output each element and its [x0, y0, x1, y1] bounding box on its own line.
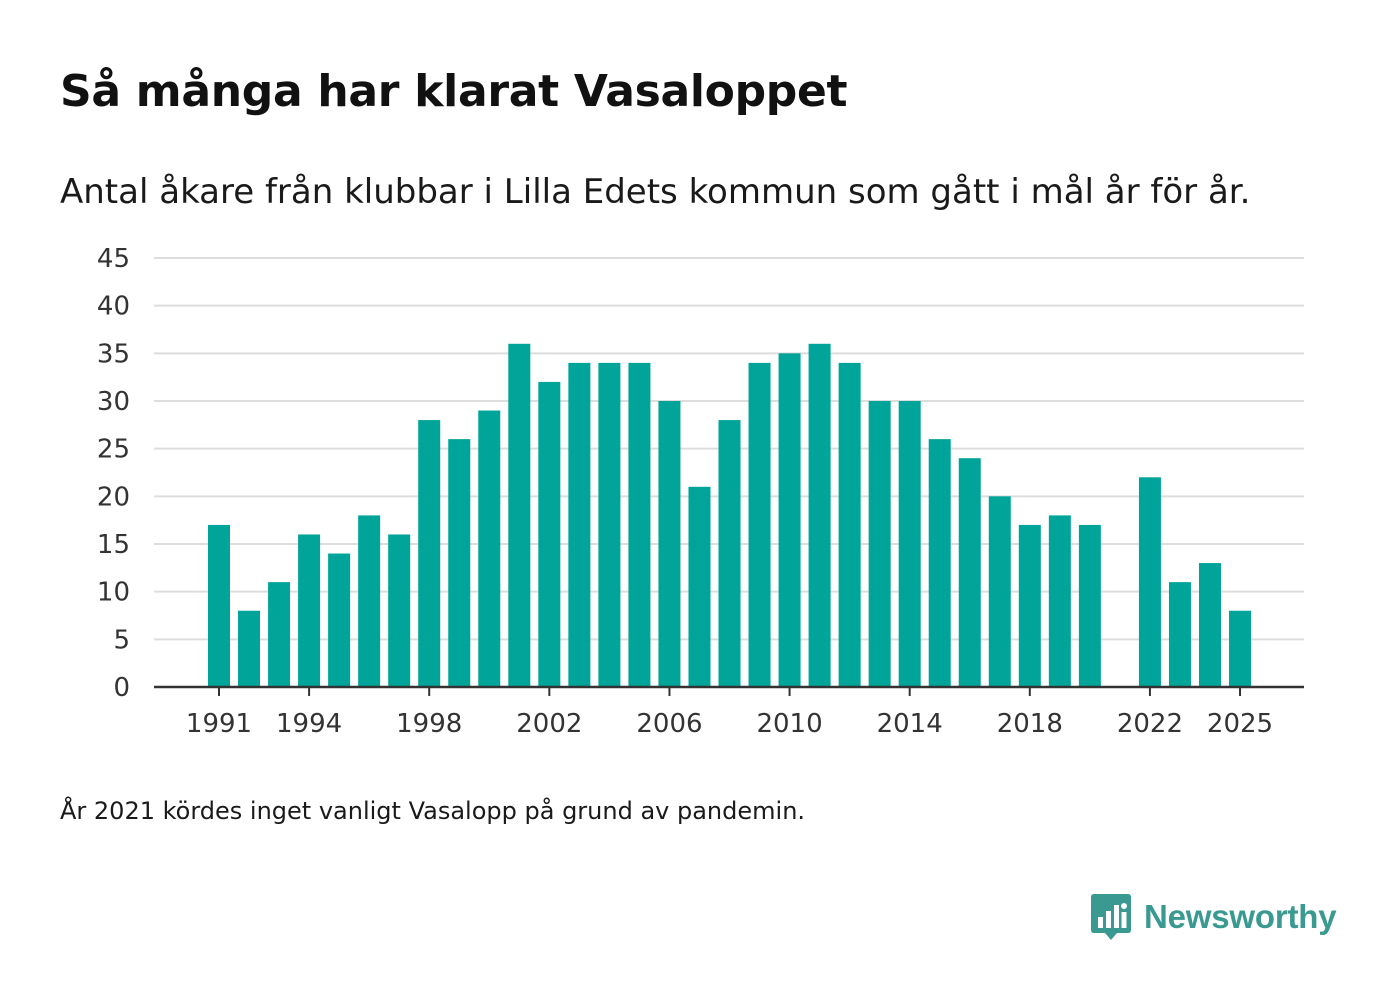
y-tick-label: 15 — [97, 530, 130, 560]
bar-1995 — [328, 553, 351, 687]
brand-name: Newsworthy — [1144, 898, 1337, 935]
x-tick-label: 2002 — [516, 709, 582, 739]
bar-1991 — [208, 524, 230, 687]
y-tick-label: 20 — [97, 482, 130, 512]
y-tick-label: 0 — [113, 673, 130, 703]
bar-1992 — [238, 610, 261, 687]
bar-2019 — [1048, 515, 1071, 687]
bar-1997 — [388, 534, 411, 687]
bar-1998 — [418, 420, 441, 687]
x-tick-label: 2006 — [636, 709, 702, 739]
bar-2020 — [1078, 524, 1101, 687]
bar-2010 — [778, 353, 801, 687]
bar-2025 — [1229, 610, 1252, 687]
bar-2012 — [838, 362, 861, 687]
bar-2008 — [718, 420, 741, 687]
x-tick-label: 2014 — [877, 709, 943, 739]
x-tick-label: 2018 — [997, 709, 1063, 739]
chart-subtitle: Antal åkare från klubbar i Lilla Edets k… — [60, 172, 1251, 212]
y-tick-label: 45 — [97, 244, 130, 274]
bar-2004 — [598, 362, 621, 687]
bar-2009 — [748, 362, 771, 687]
x-tick-label: 2022 — [1117, 709, 1183, 739]
y-tick-label: 40 — [97, 292, 130, 322]
footnote: År 2021 kördes inget vanligt Vasalopp på… — [60, 797, 806, 825]
chart-title: Så många har klarat Vasaloppet — [60, 66, 848, 117]
bar-2016 — [958, 458, 981, 687]
bar-2022 — [1138, 477, 1161, 687]
bar-1999 — [448, 439, 471, 687]
bar-1994 — [298, 534, 321, 687]
bar-2005 — [628, 362, 651, 687]
bars — [208, 343, 1252, 687]
bar-1993 — [268, 582, 291, 687]
bar-2018 — [1018, 524, 1041, 687]
bar-2001 — [508, 343, 531, 687]
bar-2013 — [868, 401, 891, 687]
x-tick-label: 1998 — [396, 709, 462, 739]
y-tick-label: 30 — [97, 387, 130, 417]
newsworthy-logo-icon — [1091, 894, 1131, 940]
bar-2000 — [478, 410, 501, 687]
x-tick-label: 2010 — [756, 709, 822, 739]
newsworthy-logo[interactable]: Newsworthy — [1090, 892, 1337, 942]
axes — [154, 685, 1304, 696]
bar-2002 — [538, 381, 561, 687]
bar-2015 — [928, 439, 951, 687]
bar-2006 — [658, 401, 681, 687]
bar-2011 — [808, 343, 831, 687]
y-tick-label: 35 — [97, 339, 130, 369]
bar-2014 — [898, 401, 921, 687]
bar-2007 — [688, 486, 711, 687]
bar-2024 — [1198, 563, 1221, 687]
bar-1996 — [358, 515, 381, 687]
bar-2003 — [568, 362, 591, 687]
bar-2023 — [1168, 582, 1191, 687]
x-tick-label: 1994 — [276, 709, 342, 739]
y-tick-label: 5 — [113, 625, 130, 655]
y-tick-label: 10 — [97, 578, 130, 608]
y-tick-label: 25 — [97, 435, 130, 465]
bar-2017 — [988, 496, 1011, 687]
x-tick-label: 1991 — [186, 709, 252, 739]
x-tick-label: 2025 — [1207, 709, 1273, 739]
